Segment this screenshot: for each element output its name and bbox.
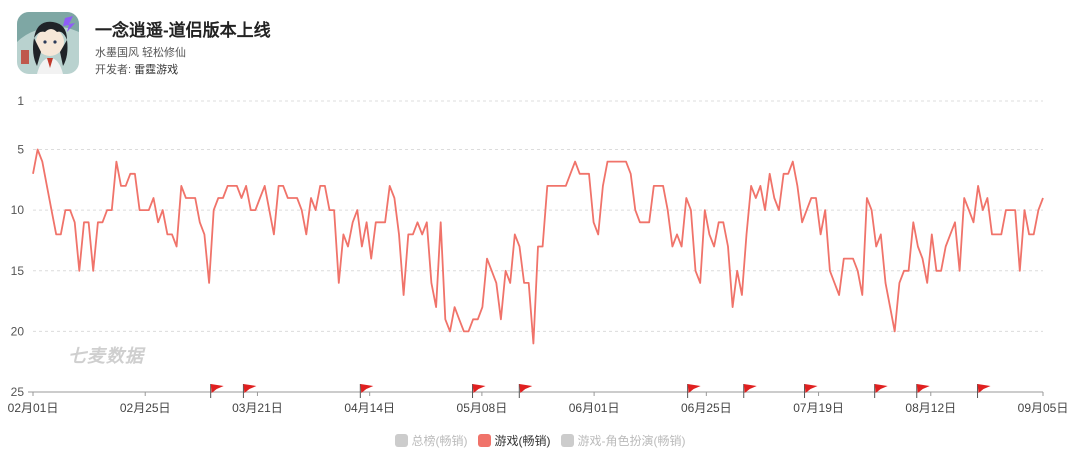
- flag-marker: [210, 384, 224, 398]
- app-subtitle: 水墨国风 轻松修仙: [95, 47, 187, 59]
- chart-legend: 总榜(畅销) 游戏(畅销) 游戏-角色扮演(畅销): [0, 432, 1080, 450]
- developer-label: 开发者:: [95, 64, 135, 76]
- y-tick-label: 5: [17, 143, 24, 157]
- x-tick-label: 06月25日: [681, 401, 732, 415]
- x-tick-label: 02月01日: [8, 401, 59, 415]
- x-tick-label: 02月25日: [120, 401, 171, 415]
- developer-name[interactable]: 雷霆游戏: [134, 64, 179, 76]
- legend-item[interactable]: 游戏-角色扮演(畅销): [560, 432, 686, 449]
- flag-marker: [804, 384, 818, 398]
- legend-label: 总榜(畅销): [411, 434, 468, 448]
- app-developer: 开发者: 雷霆游戏: [95, 61, 178, 77]
- x-tick-label: 08月12日: [905, 401, 956, 415]
- legend-swatch: [394, 434, 408, 447]
- y-tick-label: 15: [11, 264, 25, 278]
- y-tick-label: 1: [17, 94, 24, 108]
- flag-marker: [874, 384, 888, 398]
- x-tick-label: 09月05日: [1018, 401, 1069, 415]
- x-tick-label: 04月14日: [344, 401, 395, 415]
- flag-marker: [242, 384, 257, 398]
- flag-marker: [743, 384, 757, 398]
- x-tick-label: 05月08日: [457, 401, 508, 415]
- x-tick-label: 06月01日: [569, 401, 620, 415]
- flag-marker: [359, 384, 374, 398]
- legend-item[interactable]: 总榜(畅销): [394, 432, 468, 449]
- x-tick-label: 03月21日: [232, 401, 283, 415]
- app-icon-image: [17, 12, 79, 74]
- legend-swatch: [560, 434, 574, 447]
- y-tick-label: 10: [11, 203, 25, 217]
- legend-label: 游戏-角色扮演(畅销): [577, 434, 686, 448]
- watermark: 七麦数据: [68, 346, 144, 366]
- legend-item[interactable]: 游戏(畅销): [477, 432, 551, 449]
- legend-label: 游戏(畅销): [494, 434, 551, 448]
- app-icon[interactable]: [17, 12, 79, 74]
- flag-marker: [916, 384, 930, 398]
- flag-marker: [518, 384, 533, 398]
- app-title: 一念逍遥-道侣版本上线: [95, 21, 271, 40]
- y-tick-label: 25: [11, 385, 25, 399]
- flag-marker: [977, 384, 991, 398]
- legend-swatch: [477, 434, 491, 447]
- flag-marker: [687, 384, 701, 398]
- y-tick-label: 20: [11, 324, 25, 338]
- series-line-0: [32, 148, 1044, 345]
- flag-marker: [472, 384, 486, 398]
- x-tick-label: 07月19日: [793, 401, 844, 415]
